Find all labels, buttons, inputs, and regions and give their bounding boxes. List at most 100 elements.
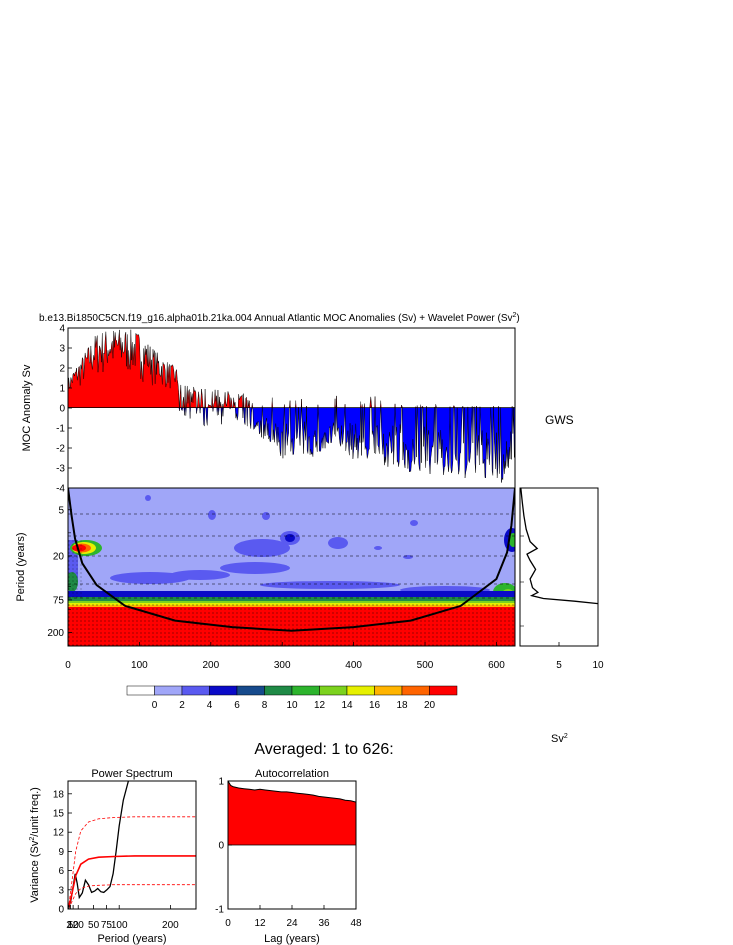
wavelet-x-tick-label: 0 [65, 660, 71, 671]
gws-label: GWS [545, 413, 574, 427]
wavelet-blob [262, 512, 270, 520]
cone-of-influence [68, 488, 515, 632]
colorbar-label: 4 [207, 700, 213, 711]
wavelet-frame [67, 487, 516, 647]
autocorrelation-title: Autocorrelation [255, 768, 329, 780]
autocorrelation-x-axis: 0 12 24 36 48 [225, 905, 362, 929]
wavelet-panel: 5 20 75 200 0 100 200 300 400 500 600 Period (yea… [15, 487, 516, 671]
wavelet-y-tick-label: 20 [53, 551, 65, 562]
colorbar-label: 6 [234, 700, 240, 711]
autocorrelation-y-tick-label: 0 [218, 841, 224, 852]
colorbar-swatch [374, 685, 403, 696]
power-spectrum-y-label: Variance (Sv2/unit freq.) [29, 787, 41, 903]
power-spectrum-y-tick-label: 18 [53, 789, 65, 800]
anomaly-y-tick-label: 1 [59, 384, 65, 395]
autocorrelation-fill [228, 781, 356, 845]
wavelet-band [68, 597, 515, 603]
colorbar-label: 12 [314, 700, 326, 711]
autocorrelation-x-tick-label: 36 [318, 918, 330, 929]
anomaly-y-tick-label: 3 [59, 344, 65, 355]
power-spectrum-x-tick-label: 20 [73, 920, 85, 931]
gws-line [520, 487, 599, 605]
colorbar-swatch [181, 685, 210, 696]
sv2-label: Sv2 [551, 733, 568, 745]
anomaly-y-tick-label: -2 [56, 444, 65, 455]
power-spectrum-x-tick-label: 75 [101, 920, 113, 931]
red-noise-line [68, 855, 196, 906]
colorbar-label: 8 [262, 700, 268, 711]
power-spectrum-x-tick-label: 100 [111, 920, 128, 931]
wavelet-y-label: Period (years) [15, 532, 27, 601]
wavelet-y-tick-label: 75 [53, 595, 65, 606]
anomaly-y-tick-label: 2 [59, 364, 65, 375]
gws-x-tick-label: 10 [592, 660, 604, 671]
power-spectrum-x-tick-label: 2 [66, 920, 72, 931]
wavelet-x-tick-label: 500 [417, 660, 434, 671]
colorbar-swatch [429, 685, 458, 696]
power-spectrum-title: Power Spectrum [91, 768, 172, 780]
anomaly-y-tick-label: 0 [59, 404, 65, 415]
anomaly-y-tick-label: -1 [56, 424, 65, 435]
wavelet-y-tick-label: 200 [47, 628, 64, 639]
wavelet-blob [145, 495, 151, 501]
autocorrelation-x-tick-label: 48 [350, 918, 362, 929]
autocorrelation-panel: Autocorrelation 10-1 0 12 24 36 48 Lag (year… [215, 768, 362, 945]
colorbar-swatch [291, 685, 320, 696]
averaged-title: Averaged: 1 to 626: [254, 741, 393, 758]
wavelet-blob [170, 570, 230, 580]
colorbar-swatch [154, 685, 183, 696]
gws-frame [519, 487, 599, 647]
positive-anomaly-fill [68, 329, 515, 408]
anomaly-y-label: MOC Anomaly Sv [21, 364, 33, 451]
colorbar-label: 18 [396, 700, 408, 711]
significance-stipple [68, 540, 82, 600]
power-spectrum-x-label: Period (years) [97, 933, 166, 945]
wavelet-blob [285, 534, 295, 542]
wavelet-blob [374, 546, 382, 550]
wavelet-x-tick-label: 200 [202, 660, 219, 671]
negative-anomaly-fill [68, 408, 515, 483]
colorbar-swatch [209, 685, 238, 696]
confidence-line [68, 816, 196, 904]
colorbar-swatch [401, 685, 430, 696]
power-spectrum-y-tick-label: 9 [58, 847, 64, 858]
autocorrelation-y-tick-label: 1 [218, 777, 224, 788]
colorbar-swatch [346, 685, 375, 696]
autocorrelation-x-tick-label: 24 [286, 918, 298, 929]
main-title: b.e13.Bi1850C5CN.f19_g16.alpha01b.21ka.0… [39, 312, 520, 324]
power-spectrum-y-tick-label: 15 [53, 809, 65, 820]
gws-x-axis: 5 10 [520, 535, 604, 671]
wavelet-blob [328, 537, 348, 549]
autocorrelation-x-tick-label: 12 [254, 918, 266, 929]
power-spectrum-y-tick-label: 0 [58, 905, 64, 916]
gws-panel: 5 10 [519, 487, 604, 671]
power-spectrum-x-tick-label: 200 [162, 920, 179, 931]
colorbar-label: 16 [369, 700, 381, 711]
wavelet-blob [260, 581, 400, 589]
anomaly-y-tick-label: 4 [59, 324, 65, 335]
wavelet-x-tick-label: 300 [274, 660, 291, 671]
power-spectrum-x-tick-label: 5 [68, 920, 74, 931]
colorbar-swatch [264, 685, 293, 696]
wavelet-blob [220, 562, 290, 574]
colorbar-label: 14 [341, 700, 353, 711]
anomaly-y-tick-label: -3 [56, 464, 65, 475]
power-spectrum-y-tick-label: 12 [53, 828, 65, 839]
autocorrelation-x-label: Lag (years) [264, 933, 320, 945]
colorbar-label: 20 [424, 700, 436, 711]
wavelet-y-tick-label: 5 [58, 505, 64, 516]
power-spectrum-y-tick-label: 3 [58, 885, 64, 896]
colorbar-swatch [319, 685, 348, 696]
power-spectrum-y-axis: 0 3 6 9 12 15 18 [53, 789, 72, 916]
wavelet-band [68, 591, 515, 599]
anomaly-y-tick-label: -4 [56, 484, 65, 495]
wavelet-blob [208, 510, 216, 520]
wavelet-blob [403, 555, 413, 559]
confidence-line [68, 884, 196, 909]
colorbar-label: 2 [179, 700, 185, 711]
autocorrelation-y-tick-label: -1 [215, 905, 224, 916]
colorbar-label: 10 [286, 700, 298, 711]
